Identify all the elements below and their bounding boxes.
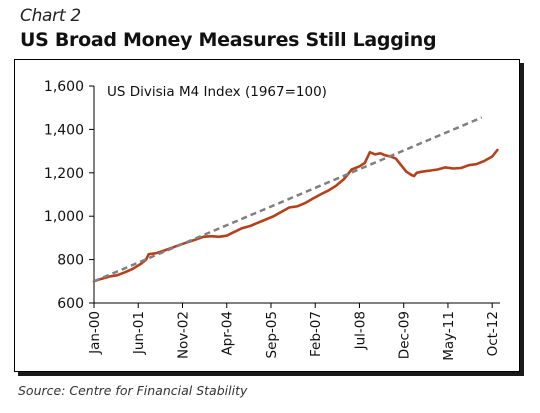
x-tick-label: Nov-02	[175, 311, 191, 359]
y-tick-label: 800	[57, 253, 84, 269]
trend-line-dashed	[93, 116, 483, 283]
x-tick-label: May-11	[441, 311, 457, 361]
x-tick-label: Jun-01	[131, 311, 147, 355]
divisia-m4-line	[92, 148, 499, 283]
x-tick-label: Dec-09	[397, 311, 413, 359]
x-tick-label: Jan-00	[87, 311, 103, 355]
y-tick-label: 1,600	[44, 79, 84, 95]
chart-axes	[89, 85, 500, 308]
x-tick-label: Feb-07	[308, 311, 324, 357]
y-tick-label: 1,200	[44, 166, 84, 182]
chart-kicker: Chart 2	[20, 6, 81, 26]
series-annotation: US Divisia M4 Index (1967=100)	[107, 84, 327, 100]
chart-frame	[14, 59, 520, 372]
x-tick-labels: Jan-00 Jun-01 Nov-02 Apr-04 Sep-05 Feb-07 Jul-…	[87, 311, 501, 361]
y-tick-label: 1,400	[44, 122, 84, 138]
x-tick-label: Oct-12	[485, 311, 501, 356]
x-tick-label: Sep-05	[264, 311, 280, 359]
chart-lines	[92, 116, 499, 283]
y-tick-label: 600	[57, 296, 84, 312]
x-tick-label: Jul-08	[352, 311, 368, 350]
y-tick-label: 1,000	[44, 209, 84, 225]
chart-title: US Broad Money Measures Still Lagging	[20, 29, 437, 51]
source-note: Source: Centre for Financial Stability	[18, 383, 248, 398]
y-tick-labels: 600 800 1,000 1,200 1,400 1,600	[44, 79, 84, 312]
x-tick-label: Apr-04	[220, 311, 236, 356]
